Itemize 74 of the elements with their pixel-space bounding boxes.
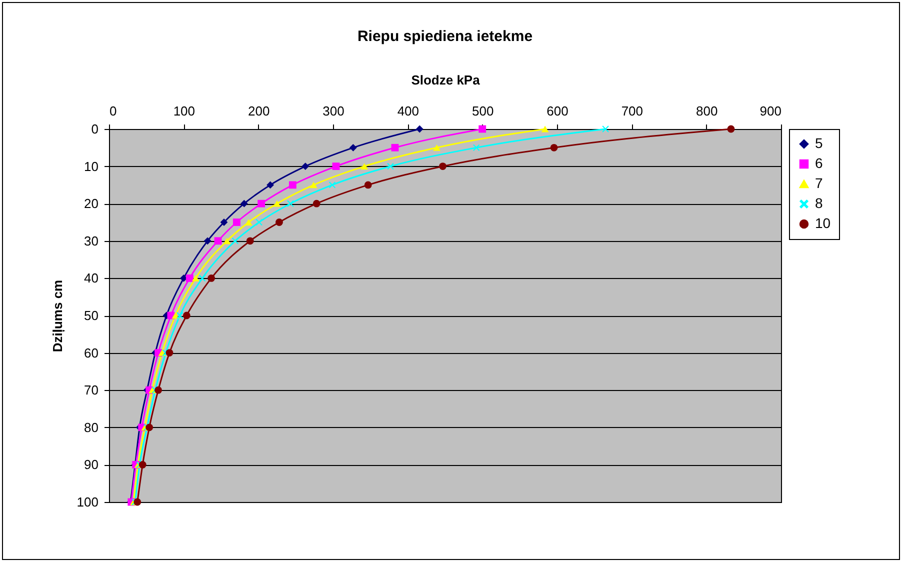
point [258,200,266,208]
point [416,125,424,133]
y-tick-label: 20 [84,196,98,212]
point [192,274,200,282]
x-tick-label: 800 [696,104,718,118]
point [204,237,212,245]
point [276,218,283,226]
y-tick-label: 70 [84,382,98,398]
x-tick-label: 100 [173,104,196,118]
x-tick-label: 500 [472,104,494,118]
legend-label: 7 [815,175,823,191]
point [198,274,206,282]
point [223,238,231,244]
point [246,237,254,245]
y-tick-label: 0 [91,122,98,136]
x-tick-label: 200 [248,104,270,118]
legend-label: 5 [815,135,823,151]
point [302,162,310,170]
x-tick-label: 300 [322,104,344,118]
point [312,200,320,208]
point [182,312,190,320]
point [208,274,215,282]
y-tick-label: 40 [84,270,98,286]
point [232,238,239,244]
point [154,386,162,394]
y-tick-label: 30 [84,233,98,248]
point [349,144,357,152]
point [176,312,184,319]
chart-title: Riepu spiediena ietekme [357,28,533,45]
point [387,162,394,170]
point [364,181,372,189]
point [244,219,252,226]
point [439,162,446,170]
point [134,498,142,506]
point [602,126,609,132]
y-axis-title: Dziļums cm [50,280,65,352]
legend-label: 10 [815,215,831,231]
legend-label: 8 [815,195,823,211]
point [550,144,558,152]
point [186,274,194,282]
point [146,424,154,432]
point [214,237,222,245]
y-tick-label: 50 [84,308,98,323]
y-tick-label: 80 [84,420,98,435]
x-tick-label: 700 [621,104,644,118]
point [478,125,486,133]
point [256,218,262,226]
point [433,144,440,151]
point [310,182,318,188]
point [328,182,336,188]
point [473,144,480,151]
point [727,125,735,133]
point [273,200,281,207]
y-tick-label: 90 [84,457,98,472]
x-tick-label: 900 [760,104,782,118]
point [287,200,294,207]
y-tick-label: 100 [76,494,98,510]
point [360,163,368,170]
x-axis-title: Slodze kPa [411,72,481,88]
point [541,126,549,132]
point [391,144,399,152]
point [240,200,248,208]
y-tick-label: 10 [84,158,98,174]
point [332,162,340,170]
point [232,218,240,226]
x-tick-label: 0 [110,104,117,118]
point [166,349,174,356]
point [138,461,146,468]
legend-label: 6 [815,155,823,171]
point [288,181,296,189]
point [266,181,274,189]
y-tick-label: 60 [84,345,98,360]
x-tick-label: 400 [397,104,420,118]
x-tick-label: 600 [546,104,568,118]
